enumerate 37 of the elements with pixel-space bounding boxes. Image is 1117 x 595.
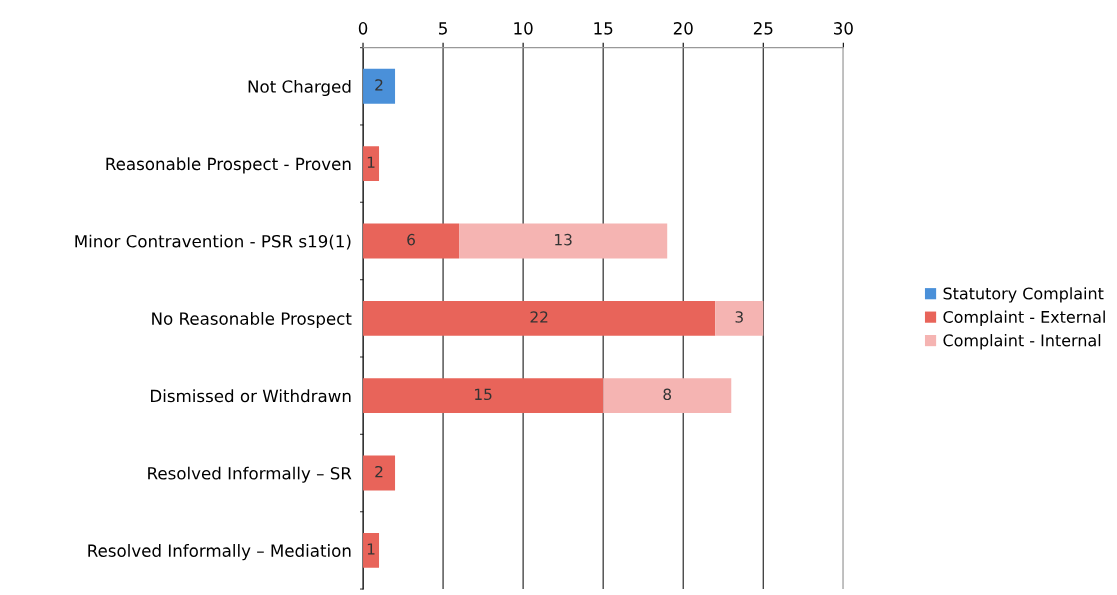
x-tick-label: 30 [834,22,853,35]
bar [363,146,380,182]
data-label: 2 [375,465,383,478]
data-label: 6 [407,233,415,246]
legend-label: Statutory Complaint [943,287,1104,303]
bar [363,378,604,414]
bar [363,300,716,336]
data-label: 15 [475,388,492,401]
y-tick-label: Reasonable Prospect - Proven [106,157,351,174]
data-label: 1 [367,543,375,555]
x-tick-label: 0 [358,22,368,35]
data-label: 8 [663,388,672,401]
x-tick-label: 5 [439,22,447,35]
bar [603,378,732,414]
bar [363,223,460,259]
x-tick-label: 25 [753,22,773,35]
y-tick-label: Dismissed or Withdrawn [151,389,351,403]
legend-label: Complaint - Internal [943,334,1101,350]
data-label: 1 [367,156,375,168]
y-tick-label: Minor Contravention - PSR s19(1) [75,234,351,250]
bar [459,223,668,259]
y-tick-label: Not Charged [248,79,351,97]
y-tick-label: Resolved Informally – Mediation [88,544,351,561]
x-tick-label: 15 [594,22,613,35]
data-label: 22 [530,311,548,323]
bar [363,532,380,568]
x-tick-label: 10 [514,22,533,35]
y-tick-label: No Reasonable Prospect [152,311,352,329]
legend-label: Complaint - External [943,310,1105,327]
bar [715,300,764,336]
bar [363,68,396,104]
data-label: 2 [375,79,383,91]
bar [363,455,396,491]
x-tick-label: 20 [673,22,693,35]
data-label: 3 [735,311,743,323]
y-tick-label: Resolved Informally – SR [148,466,352,483]
data-label: 13 [555,233,572,246]
